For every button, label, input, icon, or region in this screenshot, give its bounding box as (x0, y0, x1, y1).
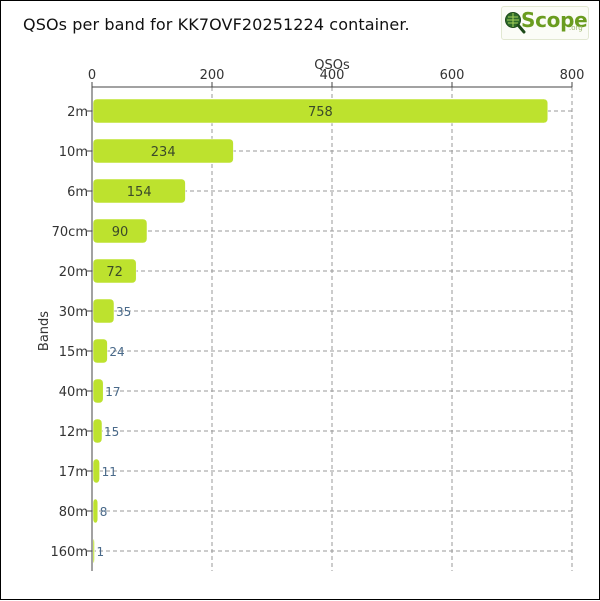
x-tick-label: 0 (88, 68, 96, 83)
bar-value-label: 72 (106, 265, 123, 280)
bar (92, 538, 95, 564)
bar (92, 138, 234, 164)
bar-value-label: 15 (104, 425, 119, 439)
bar-value-label: 11 (102, 465, 117, 479)
bar (92, 418, 103, 444)
bar-value-label: 8 (100, 505, 108, 519)
category-label: 2m (67, 105, 88, 120)
x-tick-label: 400 (320, 68, 345, 83)
bar-value-label: 234 (151, 145, 176, 160)
category-label: 30m (59, 305, 88, 320)
bar-value-label: 17 (105, 385, 120, 399)
bar (92, 258, 137, 284)
bar (92, 378, 104, 404)
bar (92, 178, 186, 204)
x-tick-label: 600 (440, 68, 465, 83)
bar-value-label: 90 (112, 225, 129, 240)
bar-value-label: 35 (116, 305, 131, 319)
bars (92, 98, 549, 564)
bar-value-label: 758 (308, 105, 333, 120)
logo-text: Scope (521, 8, 588, 32)
category-label: 40m (59, 385, 88, 400)
bar-value-label: 154 (127, 185, 152, 200)
axes: 0 200 400 600 800 QSOs Bands (37, 58, 584, 571)
category-label: 160m (51, 545, 88, 560)
category-label: 10m (59, 145, 88, 160)
qscope-magnifier-icon (505, 12, 526, 34)
category-label: 17m (59, 465, 88, 480)
bar (92, 458, 100, 484)
x-tick-label: 800 (560, 68, 585, 83)
x-axis-title: QSOs (314, 58, 350, 73)
labels: 2m 758 10m 234 6m 154 70cm 90 20m 72 30m 35 15m 24 40m… (51, 105, 333, 560)
bar (92, 498, 99, 524)
bar (92, 218, 148, 244)
bar (92, 338, 108, 364)
category-label: 12m (59, 425, 88, 440)
bar (92, 298, 115, 324)
category-label: 70cm (52, 225, 88, 240)
category-label: 80m (59, 505, 88, 520)
category-label: 6m (67, 185, 88, 200)
bar-value-label: 1 (97, 545, 105, 559)
chart-title: QSOs per band for KK7OVF20251224 contain… (23, 15, 410, 34)
category-label: 15m (59, 345, 88, 360)
logo-suffix: .org (569, 24, 583, 32)
bar (92, 98, 549, 124)
x-tick-label: 200 (200, 68, 225, 83)
qscope-logo[interactable]: Scope .org (501, 6, 589, 40)
bar-value-label: 24 (109, 345, 124, 359)
y-axis-title: Bands (37, 311, 52, 351)
category-label: 20m (59, 265, 88, 280)
